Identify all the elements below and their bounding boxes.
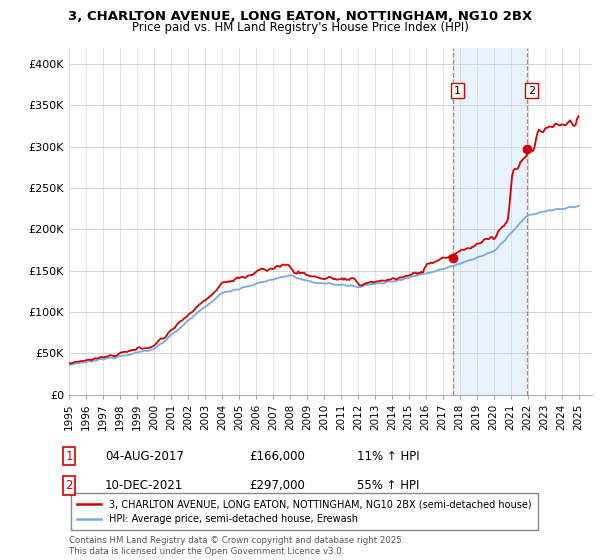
Text: Contains HM Land Registry data © Crown copyright and database right 2025.
This d: Contains HM Land Registry data © Crown c… [69, 536, 404, 556]
Text: £297,000: £297,000 [249, 479, 305, 492]
Text: £166,000: £166,000 [249, 450, 305, 463]
Legend: 3, CHARLTON AVENUE, LONG EATON, NOTTINGHAM, NG10 2BX (semi-detached house), HPI:: 3, CHARLTON AVENUE, LONG EATON, NOTTINGH… [71, 493, 538, 530]
Bar [452, 48, 527, 395]
Text: 2: 2 [528, 86, 535, 96]
Text: 10-DEC-2021: 10-DEC-2021 [105, 479, 183, 492]
Text: Price paid vs. HM Land Registry's House Price Index (HPI): Price paid vs. HM Land Registry's House … [131, 21, 469, 34]
Text: 1: 1 [454, 86, 461, 96]
Text: 04-AUG-2017: 04-AUG-2017 [105, 450, 184, 463]
Text: 1: 1 [65, 450, 73, 463]
Text: 55% ↑ HPI: 55% ↑ HPI [357, 479, 419, 492]
Text: 3, CHARLTON AVENUE, LONG EATON, NOTTINGHAM, NG10 2BX: 3, CHARLTON AVENUE, LONG EATON, NOTTINGH… [68, 10, 532, 23]
Text: 11% ↑ HPI: 11% ↑ HPI [357, 450, 419, 463]
Text: 2: 2 [65, 479, 73, 492]
